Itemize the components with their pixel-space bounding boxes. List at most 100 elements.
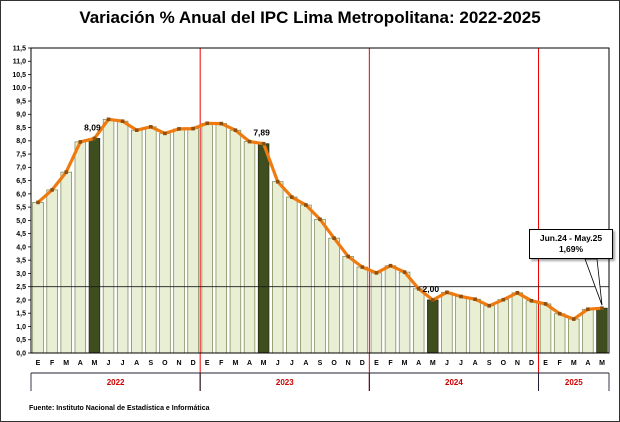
trend-marker: [572, 317, 576, 321]
bar: [272, 181, 284, 354]
trend-marker: [586, 307, 590, 311]
y-tick-label: 4,0: [16, 244, 26, 251]
trend-marker: [332, 236, 336, 240]
month-label: S: [148, 360, 153, 367]
bar: [314, 218, 326, 354]
trend-marker: [515, 291, 520, 295]
bar: [328, 237, 340, 354]
month-label: E: [543, 360, 548, 367]
chart-title: Variación % Anual del IPC Lima Metropoli…: [79, 8, 541, 27]
trend-marker: [219, 121, 224, 126]
bar: [159, 133, 171, 354]
trend-marker: [78, 140, 83, 144]
month-label: M: [571, 360, 577, 367]
trend-marker: [445, 290, 449, 295]
month-label: F: [558, 360, 563, 367]
y-tick-label: 3,0: [16, 271, 26, 278]
y-tick-label: 8,0: [16, 138, 26, 145]
y-tick-label: 11,5: [13, 45, 26, 52]
callout-box: Jun.24 - May.25 1,69%: [529, 229, 613, 260]
trend-marker: [388, 263, 393, 268]
y-tick-label: 7,5: [16, 151, 26, 158]
month-label: S: [318, 360, 323, 367]
trend-marker: [92, 136, 97, 141]
trend-marker: [191, 126, 195, 131]
y-tick-label: 6,5: [16, 178, 26, 185]
bar: [215, 123, 228, 354]
bar: [116, 120, 129, 354]
trend-marker: [149, 125, 153, 129]
month-label: A: [303, 360, 308, 367]
bar: [300, 204, 312, 354]
trend-marker: [600, 306, 604, 310]
month-label: M: [261, 360, 267, 367]
month-label: J: [276, 360, 280, 367]
month-label: M: [430, 360, 436, 367]
y-tick-label: 6,0: [16, 191, 26, 198]
trend-marker: [50, 188, 54, 192]
trend-marker: [402, 270, 407, 274]
month-label: O: [501, 360, 507, 367]
month-label: M: [232, 360, 238, 367]
bar: [483, 305, 495, 354]
y-tick-label: 1,5: [16, 311, 26, 318]
trend-marker: [64, 170, 68, 174]
bar: [441, 291, 453, 354]
year-label: 2024: [445, 378, 463, 387]
bar: [102, 118, 115, 354]
trend-marker: [346, 254, 350, 259]
point-value-label: 7,89: [253, 128, 270, 138]
trend-marker: [177, 127, 181, 131]
y-tick-label: 11,0: [13, 59, 26, 66]
month-label: D: [529, 360, 534, 367]
trend-marker: [134, 128, 139, 132]
bar: [412, 288, 425, 354]
bar-highlighted: [88, 138, 101, 354]
bar-highlighted: [257, 143, 270, 354]
month-label: N: [346, 360, 351, 367]
trend-marker: [529, 299, 534, 303]
bar: [74, 141, 87, 354]
trend-marker: [501, 297, 506, 302]
trend-marker: [459, 294, 463, 299]
month-label: J: [290, 360, 294, 367]
year-label: 2022: [107, 378, 125, 387]
month-label: A: [247, 360, 252, 367]
month-label: N: [176, 360, 181, 367]
trend-marker: [416, 287, 421, 291]
bar: [131, 129, 143, 354]
bar: [568, 318, 580, 354]
y-tick-label: 8,5: [16, 125, 26, 132]
trend-marker: [543, 302, 548, 306]
y-tick-label: 5,5: [16, 205, 26, 212]
month-label: N: [515, 360, 520, 367]
trend-marker: [487, 304, 491, 308]
month-label: J: [459, 360, 463, 367]
trend-marker: [304, 203, 308, 207]
trend-marker: [431, 298, 435, 302]
month-label: F: [219, 360, 224, 367]
month-label: A: [473, 360, 478, 367]
bar: [46, 189, 58, 354]
y-tick-label: 4,5: [16, 231, 26, 238]
y-tick-label: 2,0: [16, 297, 26, 304]
month-label: O: [331, 360, 337, 367]
callout-period: Jun.24 - May.25: [539, 233, 603, 243]
month-label: M: [91, 360, 97, 367]
y-tick-label: 9,0: [16, 112, 26, 119]
y-tick-label: 0,0: [16, 350, 26, 357]
y-tick-label: 5,0: [16, 218, 26, 225]
y-tick-label: 9,5: [16, 98, 26, 105]
month-label: J: [445, 360, 449, 367]
month-label: S: [487, 360, 492, 367]
bar: [582, 308, 594, 354]
trend-marker: [106, 117, 111, 122]
month-label: A: [416, 360, 421, 367]
y-tick-label: 10,5: [12, 72, 26, 79]
callout-value: 1,69%: [558, 244, 584, 255]
bar: [455, 296, 467, 354]
month-label: E: [374, 360, 379, 367]
y-tick-label: 10,0: [12, 85, 26, 92]
trend-marker: [36, 200, 40, 205]
